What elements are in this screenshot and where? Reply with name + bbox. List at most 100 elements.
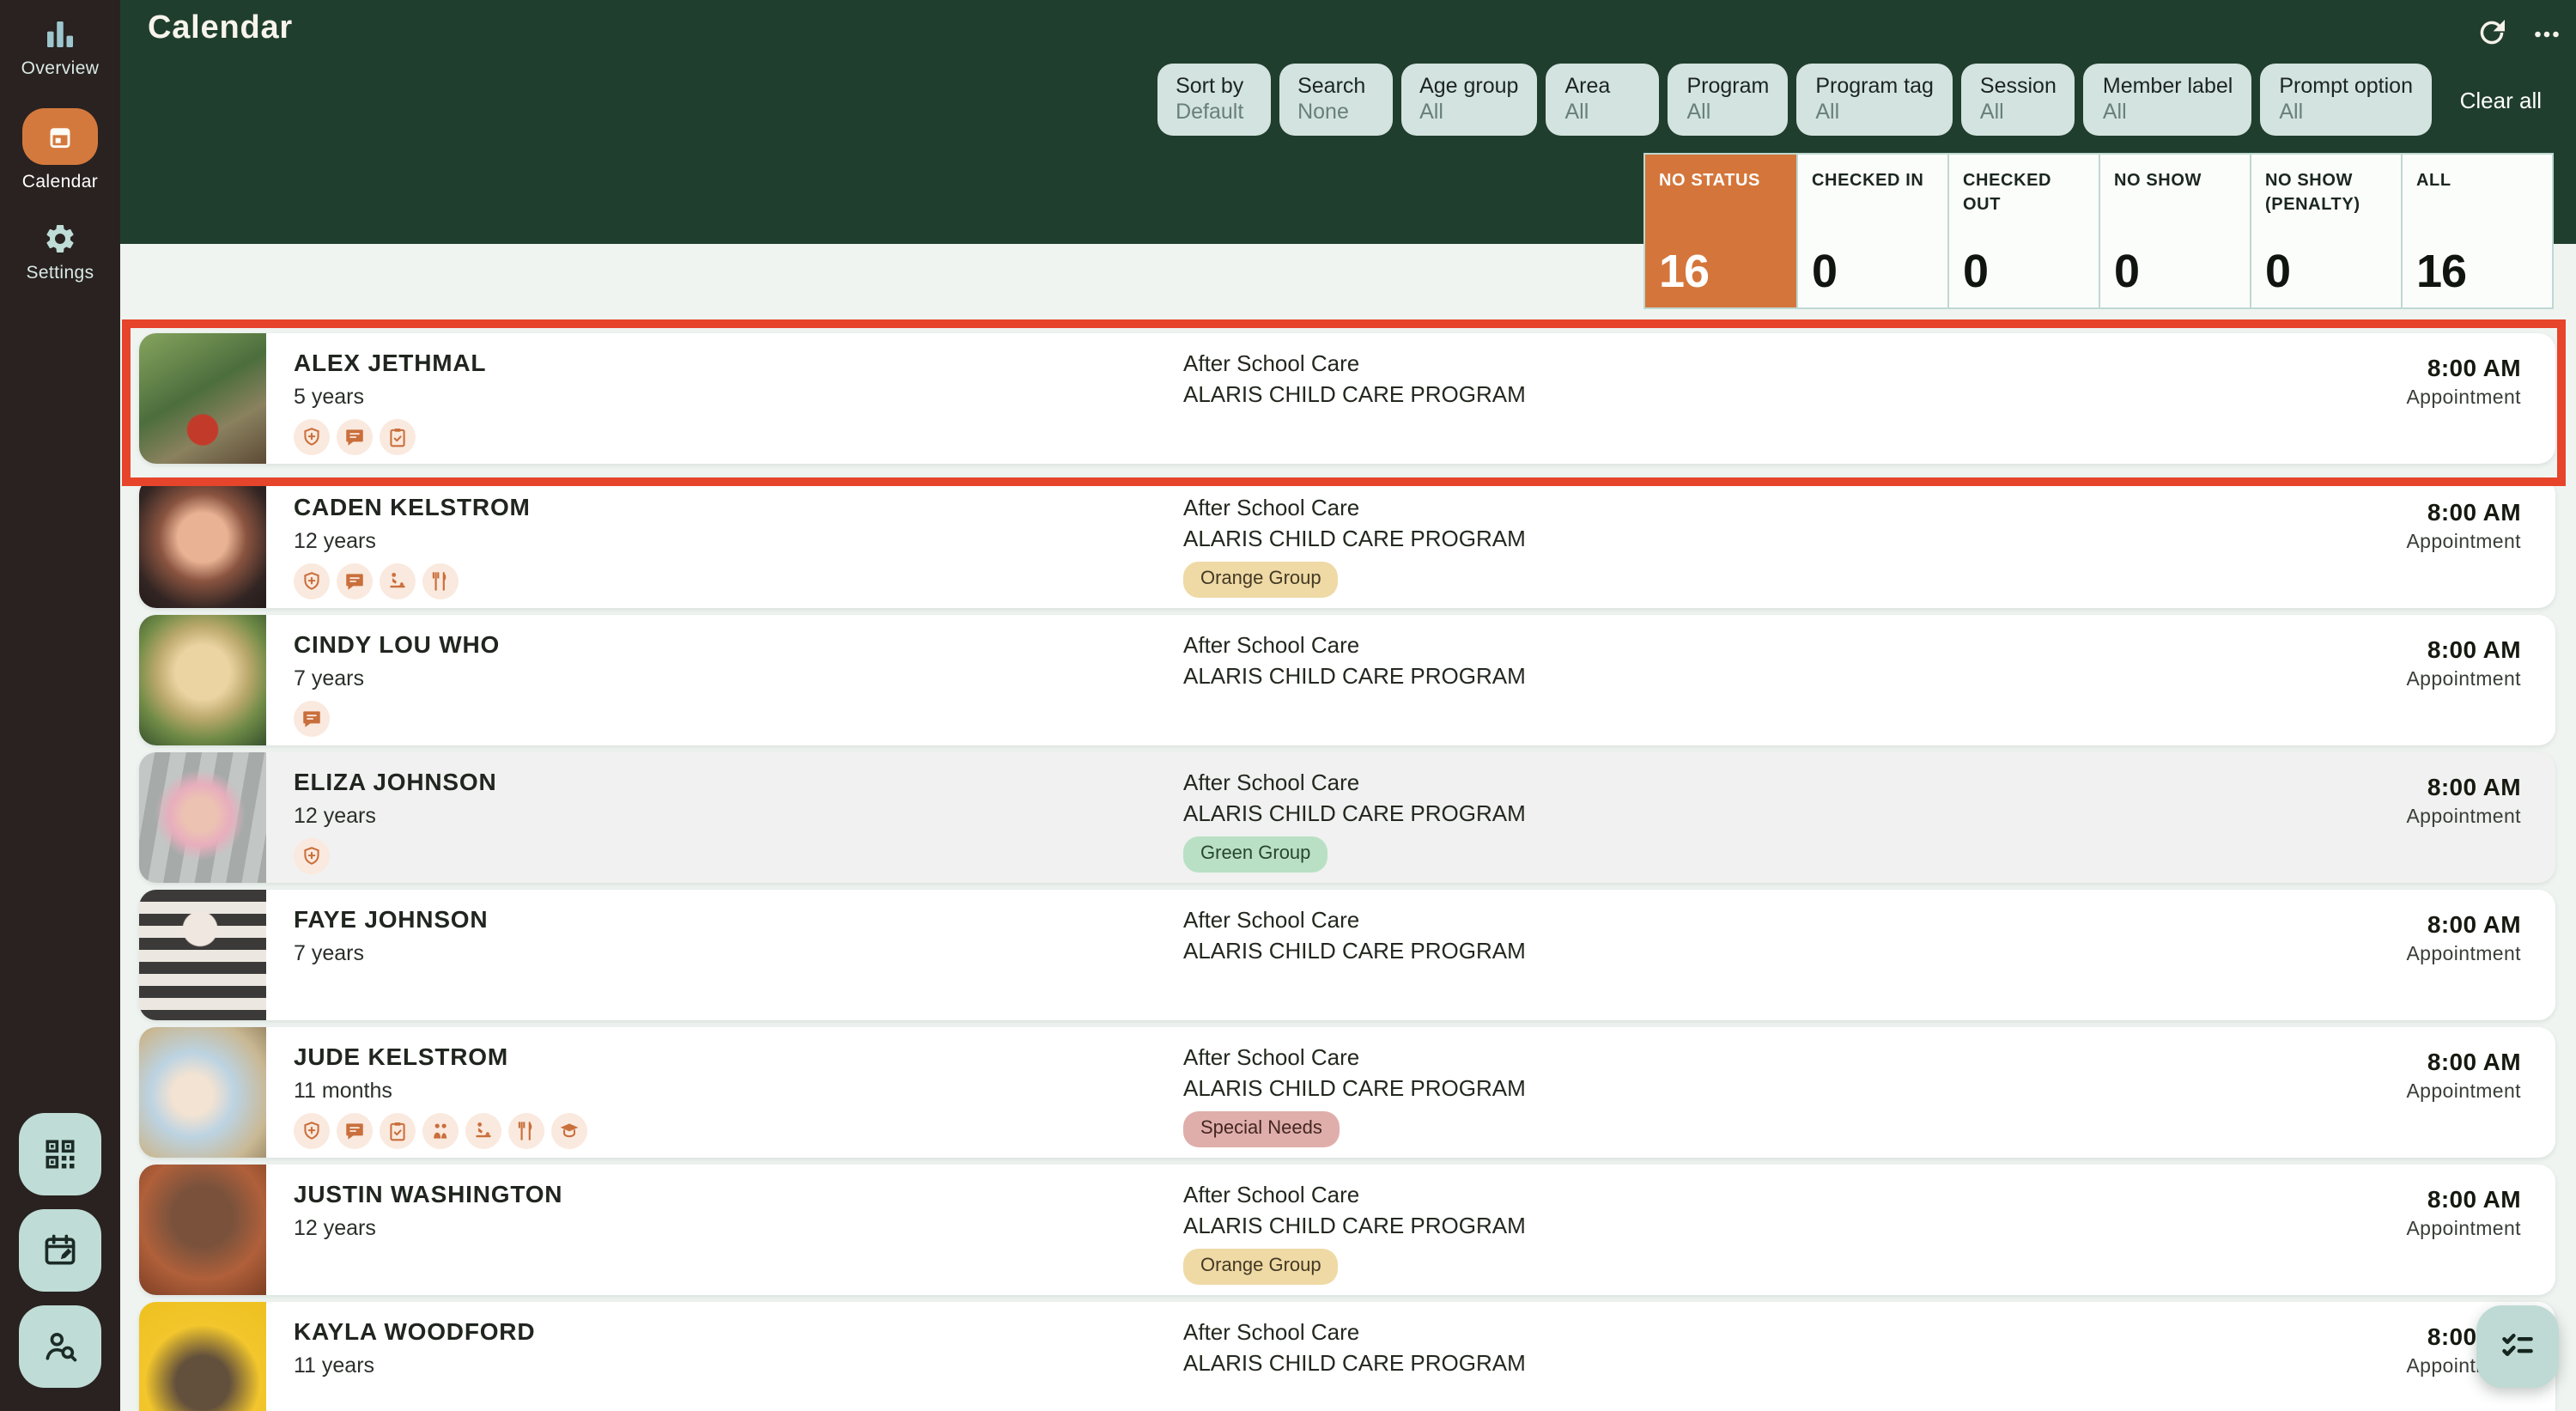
chat-lines-icon (337, 419, 373, 455)
status-tab-label: NO SHOW (2114, 172, 2202, 191)
filter-chip-label: Search (1297, 74, 1366, 98)
sidebar-item-settings[interactable]: Settings (26, 222, 94, 283)
member-info: FAYE JOHNSON 7 years (294, 890, 488, 1020)
status-tab-label: NO SHOW (PENALTY) (2265, 172, 2360, 214)
appointment-when: 8:00 AM Appointment (2406, 636, 2521, 690)
chat-lines-icon (337, 563, 373, 599)
session-name: After School Care (1183, 1319, 1360, 1345)
utensils-icon (508, 1113, 544, 1149)
sidebar-item-overview[interactable]: Overview (21, 17, 100, 79)
shield-plus-icon (294, 563, 330, 599)
sidebar-item-label: Settings (26, 263, 94, 283)
appointment-row[interactable]: ELIZA JOHNSON 12 years After School Care… (139, 752, 2555, 883)
member-photo (139, 477, 266, 608)
calendar-edit-button[interactable] (19, 1208, 101, 1291)
appointment-time: 8:00 AM (2427, 498, 2521, 526)
appointment-row[interactable]: KAYLA WOODFORD 11 years After School Car… (139, 1302, 2555, 1411)
appointment-time: 8:00 AM (2427, 636, 2521, 663)
status-tab-label: ALL (2416, 172, 2451, 191)
header-actions (2475, 15, 2562, 50)
clear-all-button[interactable]: Clear all (2459, 88, 2542, 113)
checklist-icon (2499, 1328, 2537, 1365)
appointment-when: 8:00 AM Appointment (2406, 354, 2521, 409)
appointment-row[interactable]: JUSTIN WASHINGTON 12 years After School … (139, 1165, 2555, 1295)
program-name: ALARIS CHILD CARE PROGRAM (1183, 937, 1526, 963)
member-photo (139, 1302, 266, 1411)
member-name: FAYE JOHNSON (294, 905, 489, 933)
status-tab-label: NO STATUS (1659, 172, 1760, 191)
member-age: 12 years (294, 529, 376, 553)
appointment-when: 8:00 AM Appointment (2406, 1185, 2521, 1240)
filter-chip[interactable]: Area All (1546, 64, 1660, 136)
filter-chip[interactable]: Prompt option All (2260, 64, 2432, 136)
filter-bar: Sort by Default Search None Age group Al… (1157, 64, 2432, 136)
member-photo (139, 1165, 266, 1295)
status-tab[interactable]: CHECKED IN 0 (1796, 155, 1947, 307)
appointment-time: 8:00 AM (2427, 910, 2521, 938)
member-age: 12 years (294, 804, 376, 828)
flag-icons (294, 419, 486, 455)
status-tab[interactable]: NO SHOW (PENALTY) 0 (2250, 155, 2401, 307)
member-age: 11 years (294, 1353, 375, 1378)
filter-chip[interactable]: Age group All (1400, 64, 1538, 136)
flag-icons (294, 701, 500, 737)
status-tabs: NO STATUS 16 CHECKED IN 0 CHECKED OUT 0 … (1643, 153, 2554, 309)
filter-chip[interactable]: Member label All (2083, 64, 2252, 136)
attendance-checklist-fab[interactable] (2476, 1305, 2559, 1388)
member-age: 5 years (294, 385, 364, 409)
filter-chip[interactable]: Sort by Default (1157, 64, 1271, 136)
status-tab[interactable]: NO SHOW 0 (2099, 155, 2250, 307)
page-title: Calendar (148, 10, 294, 46)
member-info: JUDE KELSTROM 11 months (294, 1027, 587, 1158)
member-info: JUSTIN WASHINGTON 12 years (294, 1165, 562, 1295)
appointment-when: 8:00 AM Appointment (2406, 910, 2521, 965)
program-info: After School Care ALARIS CHILD CARE PROG… (1183, 1317, 1526, 1378)
program-info: After School Care ALARIS CHILD CARE PROG… (1183, 1043, 1526, 1147)
active-item-pill (22, 108, 98, 165)
appointment-time: 8:00 AM (2427, 1048, 2521, 1075)
status-tab-count: 0 (1963, 246, 1989, 297)
member-name: CADEN KELSTROM (294, 493, 531, 520)
status-tab-count: 16 (2416, 246, 2467, 297)
filter-chip-value: All (2102, 100, 2127, 124)
session-name: After School Care (1183, 350, 1360, 376)
appointment-row[interactable]: ALEX JETHMAL 5 years After School Care A… (139, 333, 2555, 464)
member-photo (139, 752, 266, 883)
member-info: CINDY LOU WHO 7 years (294, 615, 500, 745)
people-icon (422, 1113, 459, 1149)
filter-chip-value: All (1419, 100, 1443, 124)
filter-chip-label: Program tag (1815, 74, 1934, 98)
filter-chip-label: Program (1686, 74, 1770, 98)
member-search-button[interactable] (19, 1305, 101, 1387)
program-info: After School Care ALARIS CHILD CARE PROG… (1183, 493, 1526, 598)
gear-icon (43, 222, 77, 256)
changing-table-icon (380, 563, 416, 599)
filter-chip-label: Age group (1419, 74, 1519, 98)
status-tab[interactable]: NO STATUS 16 (1645, 155, 1796, 307)
member-photo (139, 1027, 266, 1158)
program-info: After School Care ALARIS CHILD CARE PROG… (1183, 630, 1526, 690)
chat-lines-icon (294, 701, 330, 737)
qr-scan-button[interactable] (19, 1112, 101, 1195)
sidebar-item-calendar[interactable]: Calendar (22, 108, 98, 192)
appointment-type: Appointment (2406, 945, 2521, 965)
refresh-icon[interactable] (2475, 15, 2509, 50)
appointment-row[interactable]: JUDE KELSTROM 11 months After School Car… (139, 1027, 2555, 1158)
more-options-icon[interactable] (2531, 19, 2562, 50)
filter-chip[interactable]: Program All (1668, 64, 1789, 136)
appointment-row[interactable]: CADEN KELSTROM 12 years After School Car… (139, 477, 2555, 608)
member-age: 7 years (294, 941, 364, 965)
filter-chip[interactable]: Session All (1960, 64, 2075, 136)
appointment-row[interactable]: FAYE JOHNSON 7 years After School Care A… (139, 890, 2555, 1020)
status-tab-label: CHECKED OUT (1963, 172, 2052, 214)
education-icon (551, 1113, 587, 1149)
filter-chip[interactable]: Program tag All (1796, 64, 1953, 136)
status-tab[interactable]: CHECKED OUT 0 (1947, 155, 2099, 307)
filter-chip[interactable]: Search None (1279, 64, 1393, 136)
appointment-row[interactable]: CINDY LOU WHO 7 years After School Care … (139, 615, 2555, 745)
status-tab[interactable]: ALL 16 (2401, 155, 2552, 307)
filter-chip-label: Member label (2102, 74, 2233, 98)
member-info: KAYLA WOODFORD 11 years (294, 1302, 535, 1411)
